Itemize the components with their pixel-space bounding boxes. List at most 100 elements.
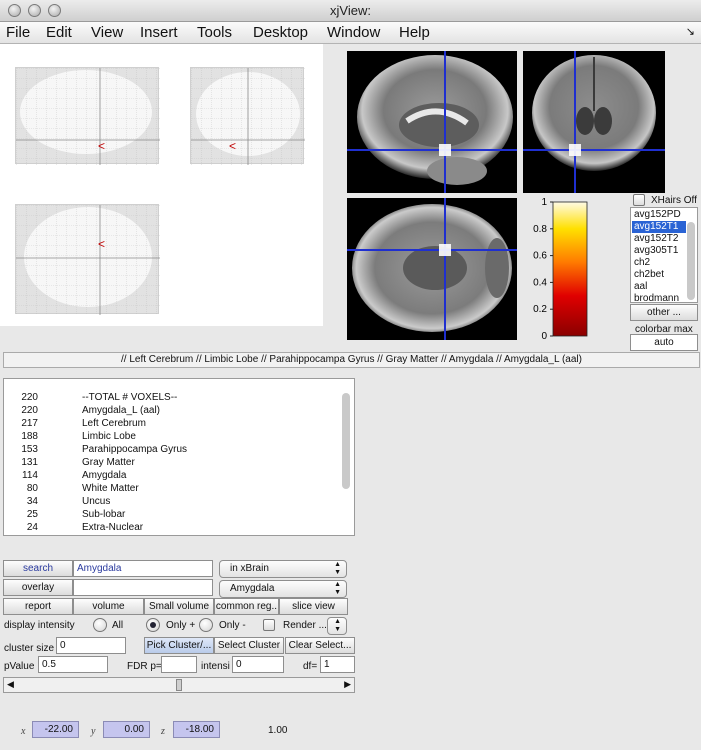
glass-brain-sagittal[interactable]: <: [15, 67, 160, 165]
list-item[interactable]: 217 Left Cerebrum: [12, 418, 332, 431]
display-intensity-label: display intensity: [4, 620, 75, 631]
pvalue-input[interactable]: 0.5: [38, 656, 108, 673]
slider-thumb[interactable]: [176, 679, 182, 691]
menu-desktop[interactable]: Desktop: [253, 24, 309, 41]
pick-cluster-button[interactable]: Pick Cluster/...: [144, 637, 214, 654]
radio-only-positive[interactable]: [146, 618, 160, 632]
template-item[interactable]: avg152T1: [632, 221, 686, 233]
small-volume-button[interactable]: Small volume: [144, 598, 214, 615]
slider-right-arrow-icon[interactable]: ▶: [344, 679, 351, 689]
voxel-count: 24: [26, 522, 38, 533]
x-coord-field[interactable]: -22.00: [32, 721, 79, 738]
search-input[interactable]: Amygdala: [73, 560, 213, 577]
menu-help[interactable]: Help: [399, 24, 430, 41]
radio-only-positive-label: Only +: [166, 620, 196, 631]
overlay-input[interactable]: [73, 579, 213, 596]
colorbar-tick-label: 0.6: [533, 251, 547, 262]
z-coord-label: z: [161, 726, 165, 737]
cluster-size-label: cluster size: [4, 643, 55, 654]
glass-brain-coronal[interactable]: <: [190, 67, 305, 165]
overlay-button[interactable]: overlay: [3, 579, 73, 596]
colorbar-tick-label: 0: [541, 331, 547, 342]
menu-insert[interactable]: Insert: [140, 24, 178, 41]
menu-edit[interactable]: Edit: [46, 24, 72, 41]
template-item[interactable]: aal: [634, 281, 648, 292]
zoom-window-button[interactable]: [48, 4, 61, 17]
common-region-button[interactable]: common reg..: [214, 598, 279, 615]
list-item[interactable]: 220 --TOTAL # VOXELS--: [12, 392, 332, 405]
window-titlebar: xjView:: [0, 0, 701, 22]
template-item[interactable]: avg152T2: [634, 233, 679, 244]
template-item[interactable]: brodmann: [634, 293, 680, 303]
sagittal-slice-view[interactable]: [347, 51, 517, 193]
clear-select-button[interactable]: Clear Select...: [285, 637, 355, 654]
coronal-slice-view[interactable]: [523, 51, 665, 193]
menu-tools[interactable]: Tools: [197, 24, 233, 41]
glass-brain-axial[interactable]: <: [15, 204, 160, 315]
list-item[interactable]: 24 Extra-Nuclear: [12, 522, 332, 535]
select-cluster-button[interactable]: Select Cluster: [214, 637, 284, 654]
menu-window[interactable]: Window: [327, 24, 381, 41]
menu-file[interactable]: File: [6, 24, 31, 41]
template-item[interactable]: avg152PD: [634, 209, 681, 220]
voxel-list-scrollbar[interactable]: [342, 393, 350, 489]
updown-arrows-icon: ▲ ▼: [334, 581, 341, 596]
template-item[interactable]: ch2bet: [634, 269, 665, 280]
z-coord-field[interactable]: -18.00: [173, 721, 220, 738]
search-button[interactable]: search: [3, 560, 73, 577]
xhairs-checkbox[interactable]: [633, 194, 645, 206]
voxel-count: 80: [26, 483, 38, 494]
colorbar-max-field[interactable]: auto: [630, 334, 698, 351]
y-coord-field[interactable]: 0.00: [103, 721, 150, 738]
overlay-select-value: Amygdala: [230, 583, 275, 594]
df-input[interactable]: 1: [320, 656, 355, 673]
location-label: // Left Cerebrum // Limbic Lobe // Parah…: [3, 352, 700, 368]
cluster-size-input[interactable]: 0: [56, 637, 126, 654]
voxel-count: 131: [21, 457, 38, 468]
fdr-input[interactable]: [161, 656, 197, 673]
df-label: df=: [303, 661, 318, 672]
list-item[interactable]: 131 Gray Matter: [12, 457, 332, 470]
report-button[interactable]: report: [3, 598, 73, 615]
render-checkbox[interactable]: [263, 619, 275, 631]
voxel-count: 114: [22, 470, 38, 481]
fdr-label: FDR p=: [127, 661, 162, 672]
search-scope-select[interactable]: in xBrain ▲ ▼: [219, 560, 347, 578]
intensity-input[interactable]: 0: [232, 656, 284, 673]
list-item[interactable]: 25 Sub-lobar: [12, 509, 332, 522]
slider-left-arrow-icon[interactable]: ◀: [7, 679, 14, 689]
colorbar-tick-label: 1: [541, 197, 547, 208]
radio-all[interactable]: [93, 618, 107, 632]
updown-arrows-icon: ▲ ▼: [334, 618, 341, 633]
list-item[interactable]: 153 Parahippocampa Gyrus: [12, 444, 332, 457]
radio-only-negative[interactable]: [199, 618, 213, 632]
close-window-button[interactable]: [8, 4, 21, 17]
axial-slice-view[interactable]: [347, 198, 517, 340]
minimize-window-button[interactable]: [28, 4, 41, 17]
voxel-report-list[interactable]: 220 --TOTAL # VOXELS-- 220 Amygdala_L (aal)…: [3, 378, 355, 536]
list-item[interactable]: 80 White Matter: [12, 483, 332, 496]
window-title: xjView:: [330, 3, 371, 18]
intensity-label: intensi: [201, 661, 230, 672]
voxel-count: 153: [21, 444, 38, 455]
region-name: Left Cerebrum: [82, 418, 146, 429]
list-item[interactable]: 188 Limbic Lobe: [12, 431, 332, 444]
menu-view[interactable]: View: [91, 24, 124, 41]
volume-button[interactable]: volume: [73, 598, 144, 615]
render-select[interactable]: ▲ ▼: [327, 617, 347, 635]
template-list[interactable]: avg152PD avg152T1 avg152T2 avg305T1 ch2 ch2be…: [630, 207, 698, 303]
list-item[interactable]: 114 Amygdala: [12, 470, 332, 483]
threshold-slider[interactable]: ◀ ▶: [3, 677, 355, 693]
list-item[interactable]: 34 Uncus: [12, 496, 332, 509]
template-list-scrollbar[interactable]: [687, 222, 695, 300]
template-item[interactable]: avg305T1: [634, 245, 679, 256]
slice-view-button[interactable]: slice view: [279, 598, 348, 615]
voxel-count: 188: [21, 431, 38, 442]
dock-arrow-icon[interactable]: ↘: [685, 26, 695, 38]
other-template-button[interactable]: other ...: [630, 304, 698, 321]
region-name: Amygdala_L (aal): [82, 405, 161, 416]
glass-brain-panel[interactable]: < < <: [0, 44, 323, 326]
template-item[interactable]: ch2: [634, 257, 651, 268]
overlay-select[interactable]: Amygdala ▲ ▼: [219, 580, 347, 598]
list-item[interactable]: 220 Amygdala_L (aal): [12, 405, 332, 418]
